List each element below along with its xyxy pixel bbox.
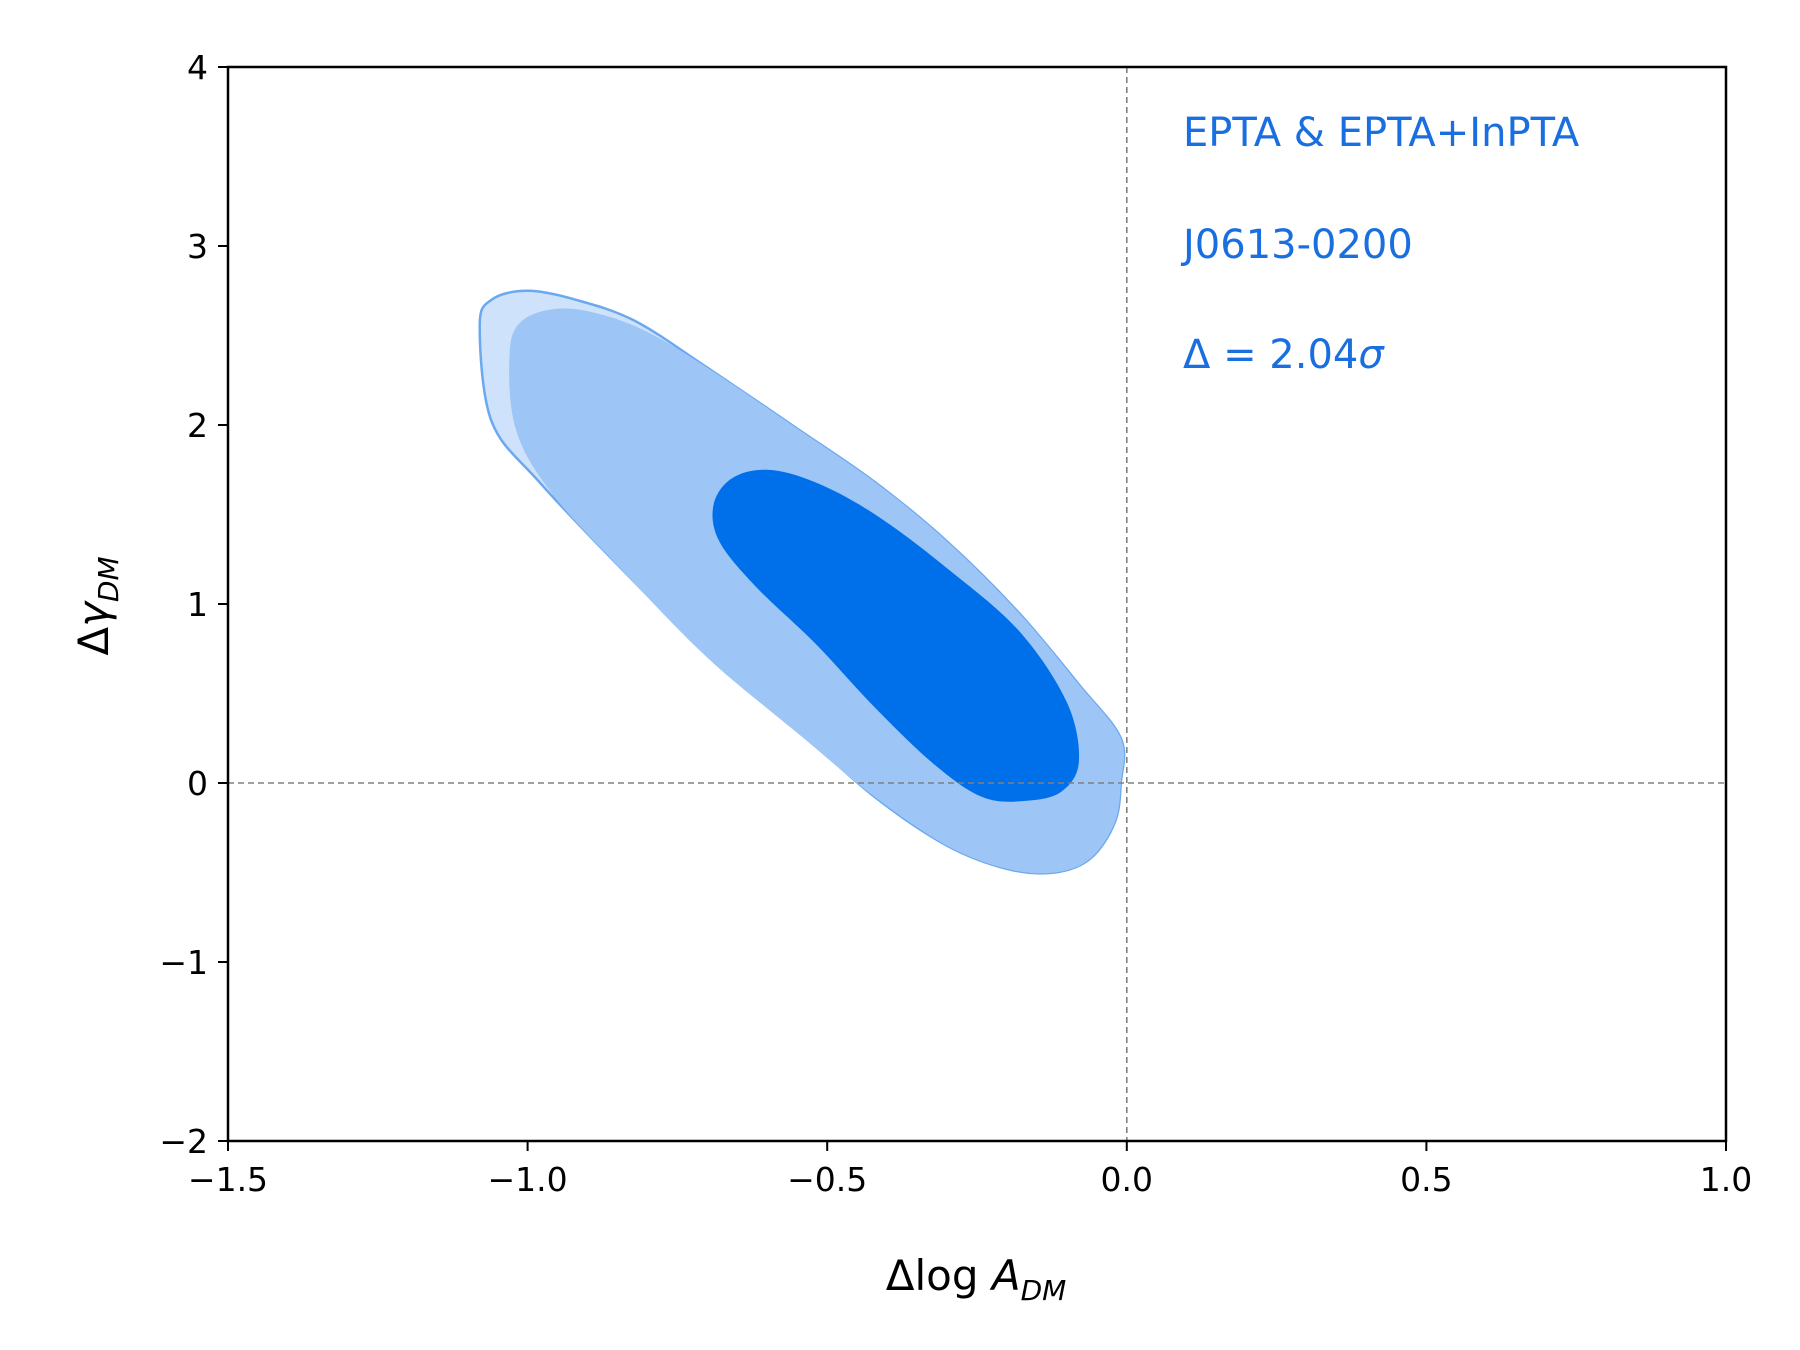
y-tick-label: 2: [187, 406, 208, 445]
y-tick-label: −2: [159, 1122, 208, 1161]
contour-inner: [712, 469, 1080, 802]
reference-lines: [228, 67, 1726, 1141]
contour-layer: [478, 289, 1126, 875]
y-axis-label: ΔγDM: [69, 556, 125, 655]
annotations: EPTA & EPTA+InPTA J0613-0200 Δ = 2.04σ: [1180, 110, 1580, 378]
annotation-pulsar: J0613-0200: [1180, 222, 1413, 268]
x-axis-label: Δlog ADM: [886, 1251, 1067, 1307]
y-tick-label: 3: [187, 227, 208, 266]
plot-area: [226, 65, 1728, 1143]
y-tick-label: 0: [187, 764, 208, 803]
x-tick-label: −1.5: [188, 1160, 268, 1199]
x-tick-label: 0.0: [1101, 1160, 1153, 1199]
y-tick-label: −1: [159, 943, 208, 982]
y-axis: −2 −1 0 1 2 3 4: [159, 48, 228, 1161]
y-tick-label: 1: [187, 585, 208, 624]
x-tick-label: −1.0: [488, 1160, 568, 1199]
annotation-dataset: EPTA & EPTA+InPTA: [1183, 110, 1580, 156]
x-tick-label: 0.5: [1400, 1160, 1452, 1199]
x-tick-label: −0.5: [787, 1160, 867, 1199]
x-tick-label: 1.0: [1700, 1160, 1752, 1199]
annotation-delta: Δ = 2.04σ: [1183, 332, 1385, 378]
y-tick-label: 4: [187, 48, 208, 87]
x-axis: −1.5 −1.0 −0.5 0.0 0.5 1.0: [188, 1141, 1752, 1199]
